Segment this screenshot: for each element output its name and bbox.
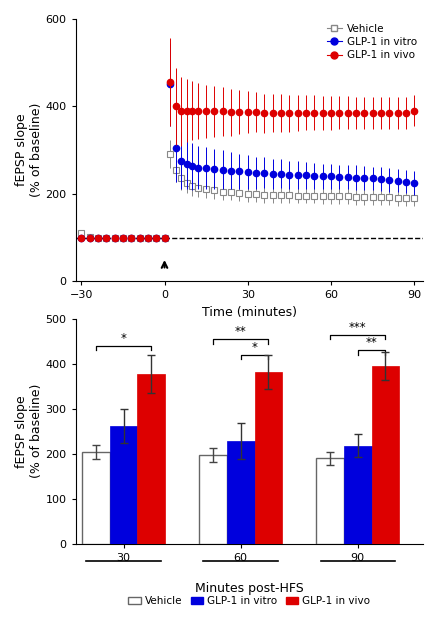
Legend: Vehicle, GLP-1 in vitro, GLP-1 in vivo: Vehicle, GLP-1 in vitro, GLP-1 in vivo [327,24,417,60]
Text: *: * [121,332,126,345]
X-axis label: Minutes post-HFS: Minutes post-HFS [195,582,303,595]
Y-axis label: fEPSP slope
(% of baseline): fEPSP slope (% of baseline) [15,102,43,198]
Bar [255,372,282,544]
Legend: Vehicle, GLP-1 in vitro, GLP-1 in vivo: Vehicle, GLP-1 in vitro, GLP-1 in vivo [124,592,375,611]
Bar [82,452,110,544]
Bar [316,458,344,544]
Bar [227,441,255,544]
Text: *: * [251,341,258,354]
Y-axis label: fEPSP slope
(% of baseline): fEPSP slope (% of baseline) [15,384,43,479]
X-axis label: Time (minutes): Time (minutes) [202,306,297,319]
Bar [372,366,399,544]
Bar [199,455,227,544]
Text: ***: *** [349,321,367,334]
Text: **: ** [235,325,247,338]
Bar [138,374,165,544]
Text: **: ** [366,336,377,349]
Bar [110,426,138,544]
Bar [344,446,372,544]
